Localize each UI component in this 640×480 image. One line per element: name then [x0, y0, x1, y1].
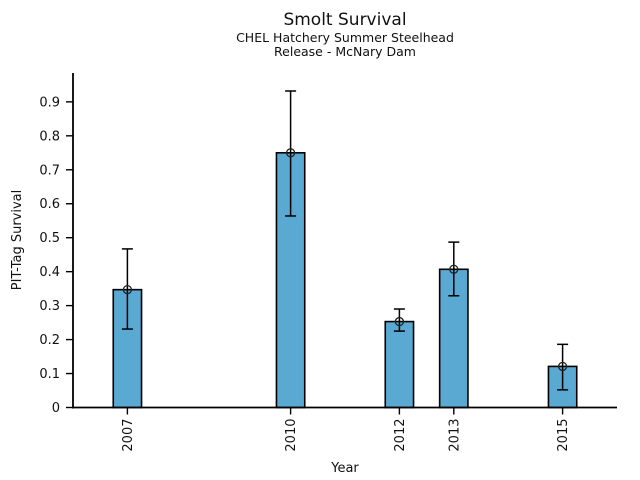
point-marker-2015 — [557, 361, 568, 372]
x-tick-label-2013: 2013 — [447, 419, 462, 452]
y-tick-label-0.5: 0.5 — [39, 231, 60, 246]
x-tick-label-2010: 2010 — [284, 419, 299, 452]
point-marker-2007 — [122, 285, 133, 295]
x-tick-label-2007: 2007 — [121, 419, 136, 452]
x-tick-label-2012: 2012 — [393, 419, 408, 452]
y-tick-label-0.2: 0.2 — [39, 333, 60, 348]
y-tick-label-0.6: 0.6 — [39, 197, 60, 212]
point-marker-2013 — [449, 264, 459, 274]
y-tick-label-0.7: 0.7 — [39, 163, 60, 178]
y-tick-label-0.3: 0.3 — [39, 299, 60, 314]
point-marker-2010 — [285, 148, 296, 158]
x-tick-label-2015: 2015 — [556, 419, 571, 452]
point-marker-2012 — [394, 316, 405, 327]
y-tick-label-0.8: 0.8 — [39, 129, 60, 144]
plot-generated-layer: 0 0.1 0.2 0.3 0.4 0.5 0.6 0.7 0.8 0.9 2007 2010 2012… — [39, 73, 617, 452]
y-tick-label-0.4: 0.4 — [39, 265, 60, 280]
y-tick-label-0.9: 0.9 — [39, 95, 60, 110]
y-tick-label-0: 0 — [52, 401, 60, 416]
x-axis-label: Year — [330, 461, 359, 476]
y-axis-label: PIT-Tag Survival — [10, 190, 25, 290]
y-tick-label-0.1: 0.1 — [39, 367, 60, 382]
bar-2012 — [384, 320, 415, 409]
